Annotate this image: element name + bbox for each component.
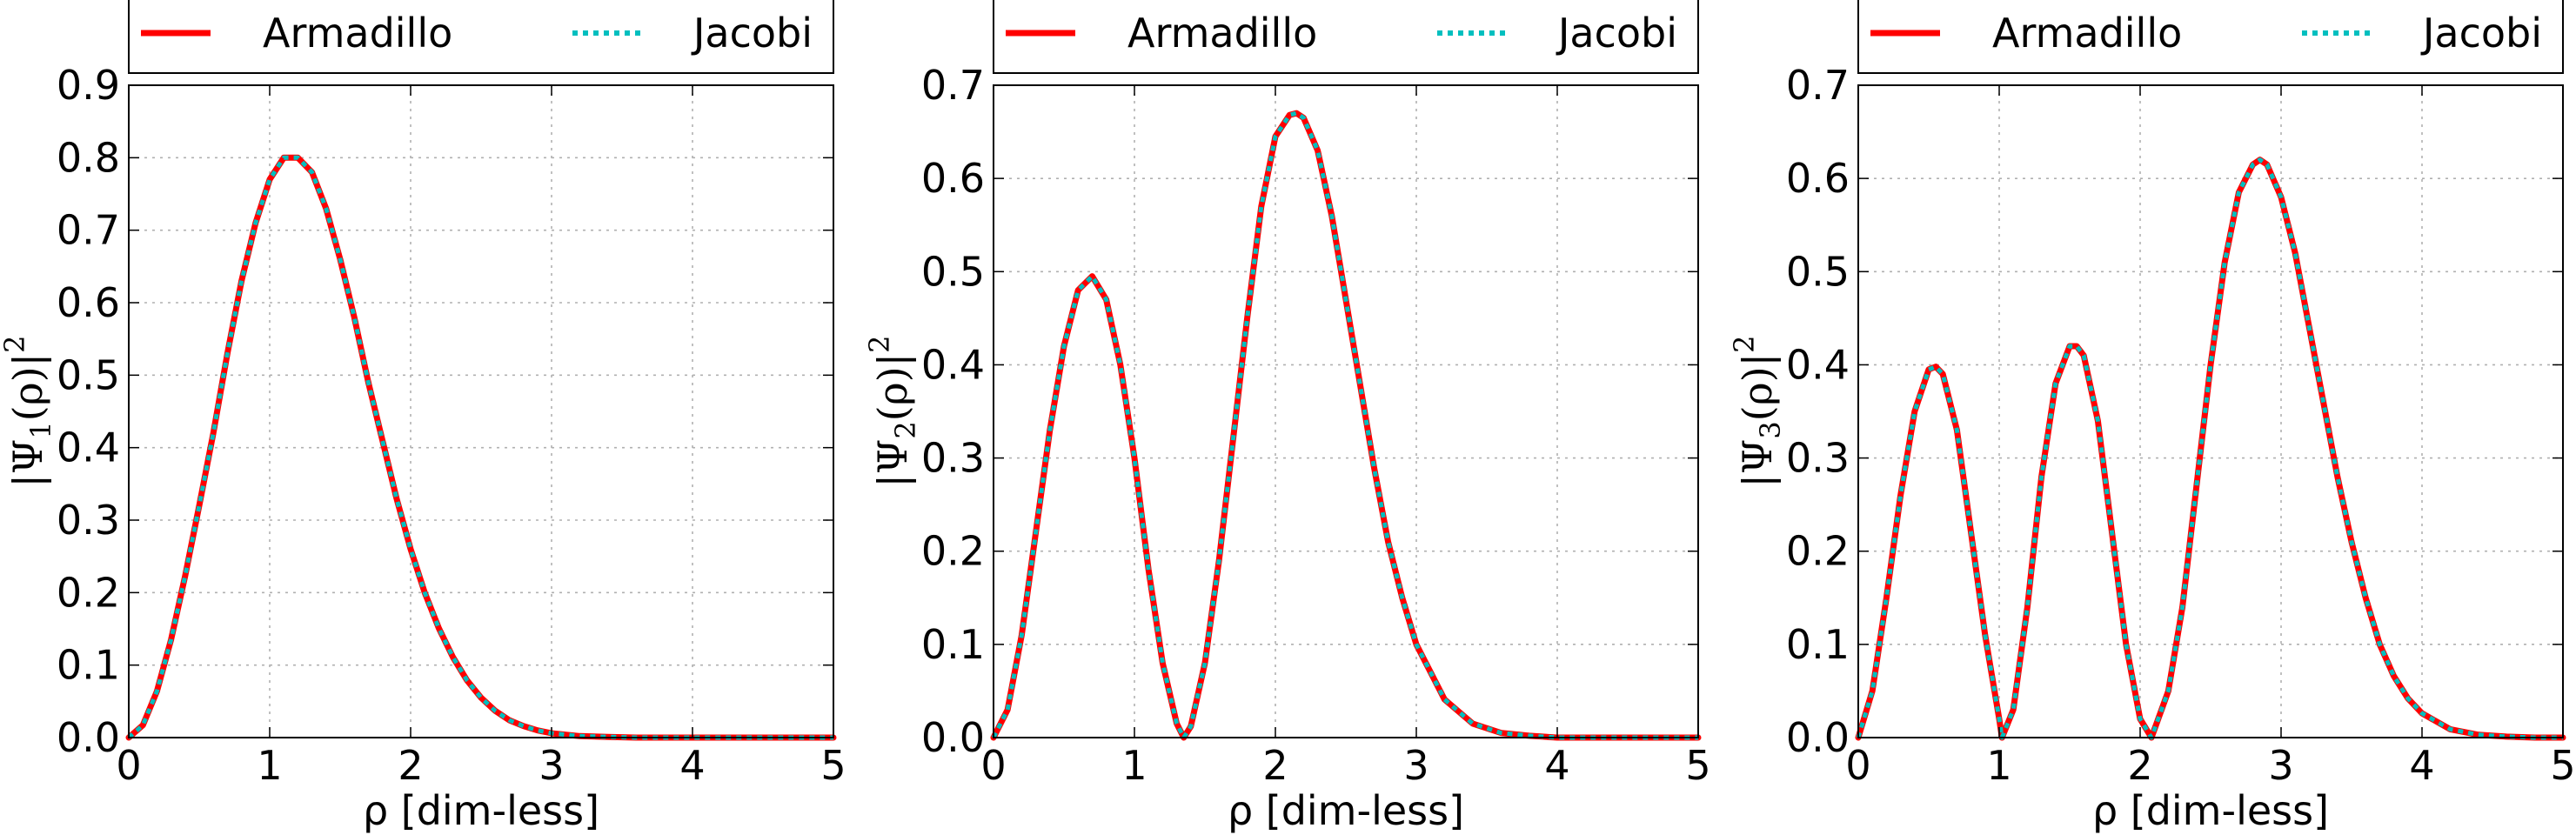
legend: Armadillo Jacobi xyxy=(1857,0,2564,74)
legend-label-jacobi: Jacobi xyxy=(691,10,813,57)
x-tick-label: 0 xyxy=(1845,742,1870,789)
legend-label-armadillo: Armadillo xyxy=(1992,10,2182,57)
y-tick-label: 0.4 xyxy=(921,341,985,388)
x-tick-label: 5 xyxy=(1685,742,1710,789)
x-tick-label: 1 xyxy=(1986,742,2011,789)
legend-box xyxy=(993,0,1699,74)
y-tick-label: 0.1 xyxy=(1786,621,1850,668)
ticks: 0 1 2 3 4 5 0.0 0.1 0.2 0.3 0.4 0.5 0.6 0.7 0.8 0.9 xyxy=(57,62,846,789)
y-axis-label-text: |Ψ3(ρ)|2 xyxy=(1728,336,1787,488)
x-tick-label: 2 xyxy=(398,742,423,789)
y-axis-label-text: |Ψ1(ρ)|2 xyxy=(0,336,57,488)
y-tick-label: 0.9 xyxy=(57,62,120,109)
x-tick-label: 5 xyxy=(2550,742,2575,789)
y-tick-label: 0.4 xyxy=(1786,341,1850,388)
plot-frame xyxy=(128,84,834,738)
y-tick-label: 0.7 xyxy=(57,207,120,254)
y-axis-label: |Ψ3(ρ)|2 xyxy=(1728,336,1787,488)
y-tick-label: 0.3 xyxy=(1786,435,1850,482)
plot-frame xyxy=(993,84,1699,738)
y-tick-label: 0.8 xyxy=(57,134,120,181)
plot-area xyxy=(994,85,1698,738)
x-axis-label: ρ [dim-less] xyxy=(2092,787,2329,834)
ticks: 0 1 2 3 4 5 0.0 0.1 0.2 0.3 0.4 0.5 0.6 0.7 xyxy=(1786,62,2576,789)
y-tick-label: 0.2 xyxy=(57,569,120,616)
legend-box xyxy=(1857,0,2564,74)
x-tick-label: 3 xyxy=(539,742,564,789)
x-tick-label: 1 xyxy=(1121,742,1147,789)
x-tick-label: 0 xyxy=(116,742,141,789)
panel-1: 0 1 2 3 4 5 0.0 0.1 0.2 0.3 0.4 0.5 0.6 0.7 0.8 0.9 ρ [d… xyxy=(0,0,846,834)
y-axis-label: |Ψ2(ρ)|2 xyxy=(863,336,922,488)
series-line-armadillo xyxy=(1855,157,2566,741)
legend-box xyxy=(128,0,834,74)
x-tick-label: 2 xyxy=(2127,742,2152,789)
x-tick-label: 3 xyxy=(1403,742,1429,789)
y-tick-label: 0.6 xyxy=(1786,155,1850,202)
y-tick-label: 0.2 xyxy=(1786,528,1850,575)
legend-label-jacobi: Jacobi xyxy=(2420,10,2542,57)
x-axis-label: ρ [dim-less] xyxy=(363,787,599,834)
plot-frame xyxy=(1857,84,2564,738)
y-axis-label: |Ψ1(ρ)|2 xyxy=(0,336,57,488)
x-tick-label: 4 xyxy=(1544,742,1569,789)
y-tick-label: 0.2 xyxy=(921,528,985,575)
y-tick-label: 0.0 xyxy=(57,714,120,761)
y-tick-label: 0.7 xyxy=(1786,62,1850,109)
legend-label-armadillo: Armadillo xyxy=(263,10,452,57)
y-tick-label: 0.5 xyxy=(57,351,120,398)
series-line-armadillo xyxy=(125,154,837,741)
y-tick-label: 0.6 xyxy=(57,279,120,326)
x-tick-label: 5 xyxy=(820,742,846,789)
y-tick-label: 0.1 xyxy=(921,621,985,668)
y-tick-label: 0.0 xyxy=(921,714,985,761)
x-tick-label: 4 xyxy=(2409,742,2434,789)
y-tick-label: 0.4 xyxy=(57,424,120,471)
series-line-jacobi xyxy=(991,110,1698,740)
legend-label-jacobi: Jacobi xyxy=(1556,10,1677,57)
y-tick-label: 0.3 xyxy=(57,497,120,544)
x-tick-label: 0 xyxy=(980,742,1006,789)
panel-2: 0 1 2 3 4 5 0.0 0.1 0.2 0.3 0.4 0.5 0.6 0.7 ρ [dim-les… xyxy=(863,0,1711,834)
legend: Armadillo Jacobi xyxy=(993,0,1699,74)
plot-area xyxy=(1858,85,2563,738)
x-tick-label: 2 xyxy=(1262,742,1288,789)
y-tick-label: 0.3 xyxy=(921,435,985,482)
y-tick-label: 0.7 xyxy=(921,62,985,109)
y-tick-label: 0.5 xyxy=(1786,248,1850,295)
y-tick-label: 0.6 xyxy=(921,155,985,202)
y-tick-label: 0.5 xyxy=(921,248,985,295)
panel-3: 0 1 2 3 4 5 0.0 0.1 0.2 0.3 0.4 0.5 0.6 0.7 ρ [dim-les… xyxy=(1728,0,2576,834)
x-axis-label: ρ [dim-less] xyxy=(1228,787,1464,834)
y-tick-label: 0.0 xyxy=(1786,714,1850,761)
y-tick-label: 0.1 xyxy=(57,642,120,689)
x-tick-label: 3 xyxy=(2268,742,2293,789)
legend: Armadillo Jacobi xyxy=(128,0,834,74)
x-tick-label: 4 xyxy=(679,742,705,789)
y-axis-label-text: |Ψ2(ρ)|2 xyxy=(863,336,922,488)
x-tick-label: 1 xyxy=(257,742,282,789)
legend-label-armadillo: Armadillo xyxy=(1127,10,1317,57)
plot-area xyxy=(129,85,833,738)
